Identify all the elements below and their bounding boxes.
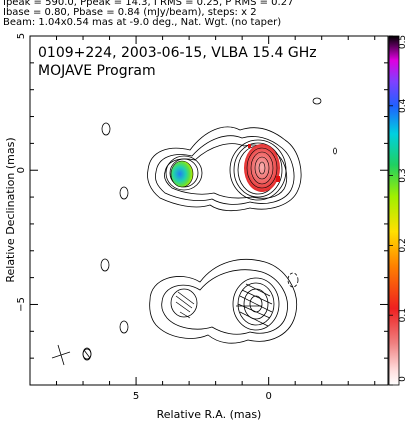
colorbar-tick-label: 0.2 xyxy=(398,238,408,252)
x-axis-label: Relative R.A. (mas) xyxy=(157,408,262,421)
y-axis-label: Relative Declination (mas) xyxy=(4,137,17,282)
core-inner-contours xyxy=(246,147,278,189)
core-contour-1 xyxy=(229,139,287,201)
knot-inner-contour xyxy=(170,160,194,188)
noise-contours xyxy=(82,97,337,360)
upper-source xyxy=(147,126,302,212)
y-tick-label: 5 xyxy=(16,33,27,39)
colorbar-ticks: 0 0.1 0.2 0.3 0.4 0.5 xyxy=(389,35,408,386)
header-line-1: Ipeak = 590.0, Ppeak = 14.3, I RMS = 0.2… xyxy=(3,0,294,8)
colorbar-tick-label: 0.1 xyxy=(398,308,408,322)
x-tick-label: 5 xyxy=(133,391,139,402)
axis-tick-labels: 5 0 5 0 −5 xyxy=(16,33,272,402)
axis-ticks xyxy=(29,35,388,386)
header-line-3: Beam: 1.04x0.54 mas at -9.0 deg., Nat. W… xyxy=(3,17,282,28)
knot-contour-1 xyxy=(165,155,203,191)
lower-core-contour-1 xyxy=(232,277,280,331)
plot-subtitle: MOJAVE Program xyxy=(38,63,156,79)
contour-3 xyxy=(164,143,288,199)
core-polarization-map xyxy=(244,144,280,192)
lower-source xyxy=(149,258,298,344)
colorbar-tick-label: 0 xyxy=(398,376,408,382)
lower-vectors xyxy=(175,283,273,327)
colorbar xyxy=(388,35,400,386)
colorbar-tick-label: 0.3 xyxy=(398,168,408,182)
lower-contour-outer xyxy=(149,258,298,344)
y-tick-label: 0 xyxy=(16,167,27,173)
header-line-2: Ibase = 0.80, Pbase = 0.84 (mJy/beam), s… xyxy=(3,7,257,18)
core-edge-pixel xyxy=(276,176,280,182)
knot-polarization-map xyxy=(171,161,193,187)
contour-2 xyxy=(155,135,295,205)
lower-knot-contour-1 xyxy=(170,288,198,318)
colorbar-tick-label: 0.5 xyxy=(398,35,408,49)
core-contour-2 xyxy=(233,142,283,198)
y-tick-label: −5 xyxy=(16,297,27,312)
contour-outer xyxy=(147,126,302,212)
colorbar-tick-label: 0.4 xyxy=(398,98,408,113)
plot-title: 0109+224, 2003-06-15, VLBA 15.4 GHz xyxy=(38,45,317,61)
lower-contour-2 xyxy=(161,269,288,335)
core-edge-pixel xyxy=(248,144,251,148)
x-tick-label: 0 xyxy=(265,391,271,402)
plot-frame xyxy=(29,35,389,386)
beam-symbol xyxy=(51,344,92,366)
